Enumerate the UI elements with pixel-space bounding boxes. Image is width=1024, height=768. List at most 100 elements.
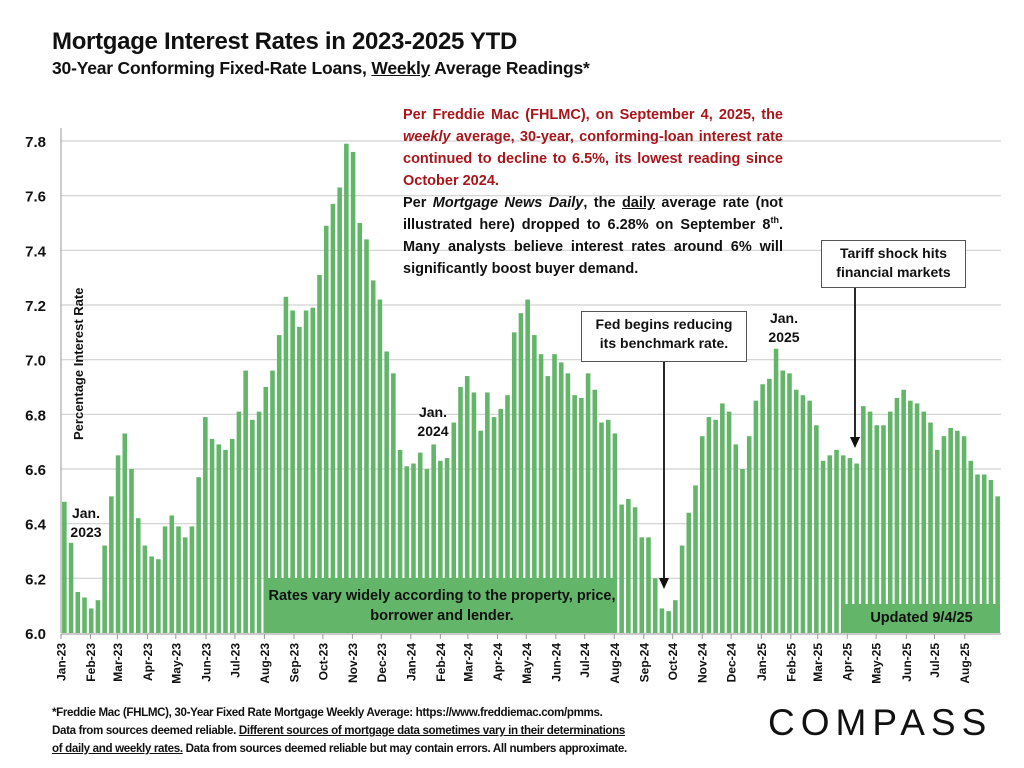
bar xyxy=(652,578,658,633)
x-tick-label: Apr-24 xyxy=(491,643,505,681)
x-tick-label: Jan-24 xyxy=(404,643,418,681)
bar xyxy=(263,387,269,633)
x-tick-label: Nov-23 xyxy=(346,643,360,683)
bar xyxy=(256,411,262,633)
chart-subtitle: 30-Year Conforming Fixed-Rate Loans, Wee… xyxy=(52,58,590,79)
bar xyxy=(767,378,772,633)
bar xyxy=(142,545,148,633)
bar xyxy=(411,463,416,633)
bar xyxy=(740,469,745,633)
bar xyxy=(686,512,692,633)
bar xyxy=(814,425,819,633)
bar xyxy=(196,477,201,633)
compass-logo: COMPASS xyxy=(768,702,993,743)
x-axis xyxy=(60,633,1001,639)
bar xyxy=(384,351,389,633)
bar xyxy=(699,436,705,633)
bar xyxy=(391,373,396,633)
bar xyxy=(840,455,846,633)
x-tick-label: Nov-24 xyxy=(696,643,710,683)
bar xyxy=(921,411,927,633)
bars xyxy=(62,143,1000,633)
bar xyxy=(793,389,799,633)
bar xyxy=(377,299,383,633)
bar xyxy=(975,474,980,633)
bar xyxy=(95,600,101,633)
fed-arrow xyxy=(659,362,669,589)
rate-commentary: Per Freddie Mac (FHLMC), on September 4,… xyxy=(403,104,783,280)
bar xyxy=(156,559,161,633)
x-tick-label: Mar-24 xyxy=(461,643,475,682)
note-sup: th xyxy=(770,215,779,226)
bar xyxy=(357,223,363,633)
bar xyxy=(585,373,591,633)
x-tick-label: Sep-23 xyxy=(287,643,301,683)
bar xyxy=(834,449,839,633)
bar xyxy=(162,526,168,633)
x-tick-label: May-23 xyxy=(169,643,183,684)
bar xyxy=(438,460,443,633)
x-tick-label: Aug-23 xyxy=(258,643,272,684)
bar xyxy=(451,422,457,633)
bar xyxy=(605,419,611,633)
bar xyxy=(706,417,712,633)
x-tick-label: Apr-23 xyxy=(141,643,155,681)
subtitle-text: 30-Year Conforming Fixed-Rate Loans, xyxy=(52,58,372,78)
bar xyxy=(679,545,685,633)
bar xyxy=(270,370,275,633)
bar xyxy=(639,537,645,633)
bar xyxy=(109,496,114,633)
bar xyxy=(88,608,94,633)
x-tick-label: Dec-23 xyxy=(375,643,389,683)
year-label-jan: Jan. xyxy=(418,404,447,420)
bar xyxy=(485,392,490,633)
mnd-note: Per Mortgage News Daily, the daily avera… xyxy=(403,192,783,280)
bar xyxy=(176,526,181,633)
bar xyxy=(209,438,215,633)
bar xyxy=(68,542,74,633)
bar xyxy=(337,187,342,633)
note-text: Per Freddie Mac (FHLMC), on September 4,… xyxy=(403,107,783,123)
bar xyxy=(673,600,678,633)
bar xyxy=(458,387,463,633)
bar xyxy=(424,469,430,633)
subtitle-text-end: Average Readings* xyxy=(430,58,590,78)
y-tick-label: 7.2 xyxy=(25,298,46,315)
y-tick-label: 6.2 xyxy=(25,571,46,588)
bar xyxy=(397,449,403,633)
bar xyxy=(861,406,866,633)
x-tick-label: Feb-24 xyxy=(434,643,448,682)
note-text: . Many analysts believe interest rates a… xyxy=(403,217,783,277)
bar xyxy=(290,310,295,633)
x-tick-label: Mar-23 xyxy=(111,643,125,682)
x-tick-label: Jan-23 xyxy=(55,643,69,681)
bar xyxy=(538,354,544,633)
bar xyxy=(881,425,886,633)
bar xyxy=(505,395,510,633)
bar xyxy=(250,419,255,633)
bar xyxy=(894,397,900,633)
bar xyxy=(189,526,195,633)
x-tick-label: Jan-25 xyxy=(755,643,769,681)
bar xyxy=(827,455,833,633)
bar xyxy=(612,433,618,633)
bar xyxy=(941,436,947,633)
x-tick-label: Jun-23 xyxy=(200,643,214,682)
bar xyxy=(693,485,698,633)
bar xyxy=(955,430,960,633)
tariff-callout: Tariff shock hits financial markets xyxy=(821,240,966,288)
bar xyxy=(350,151,356,633)
bar xyxy=(988,479,994,633)
x-tick-label: Aug-24 xyxy=(608,643,622,684)
bar-chart: 6.0 6.2 6.4 6.6 6.8 7.0 7.2 7.4 7.6 7.8 Jan-23 Feb… xyxy=(25,128,1001,684)
bar xyxy=(545,376,551,633)
bar xyxy=(102,545,107,633)
bar xyxy=(149,556,154,633)
note-text: Per xyxy=(403,195,433,211)
fed-callout: Fed begins reducing its benchmark rate. xyxy=(581,311,747,362)
year-label-year: 2023 xyxy=(70,524,102,540)
x-tick-label: Jun-24 xyxy=(549,643,563,682)
bar xyxy=(552,354,557,633)
x-tick-label: May-25 xyxy=(870,643,884,684)
bar xyxy=(820,460,826,633)
